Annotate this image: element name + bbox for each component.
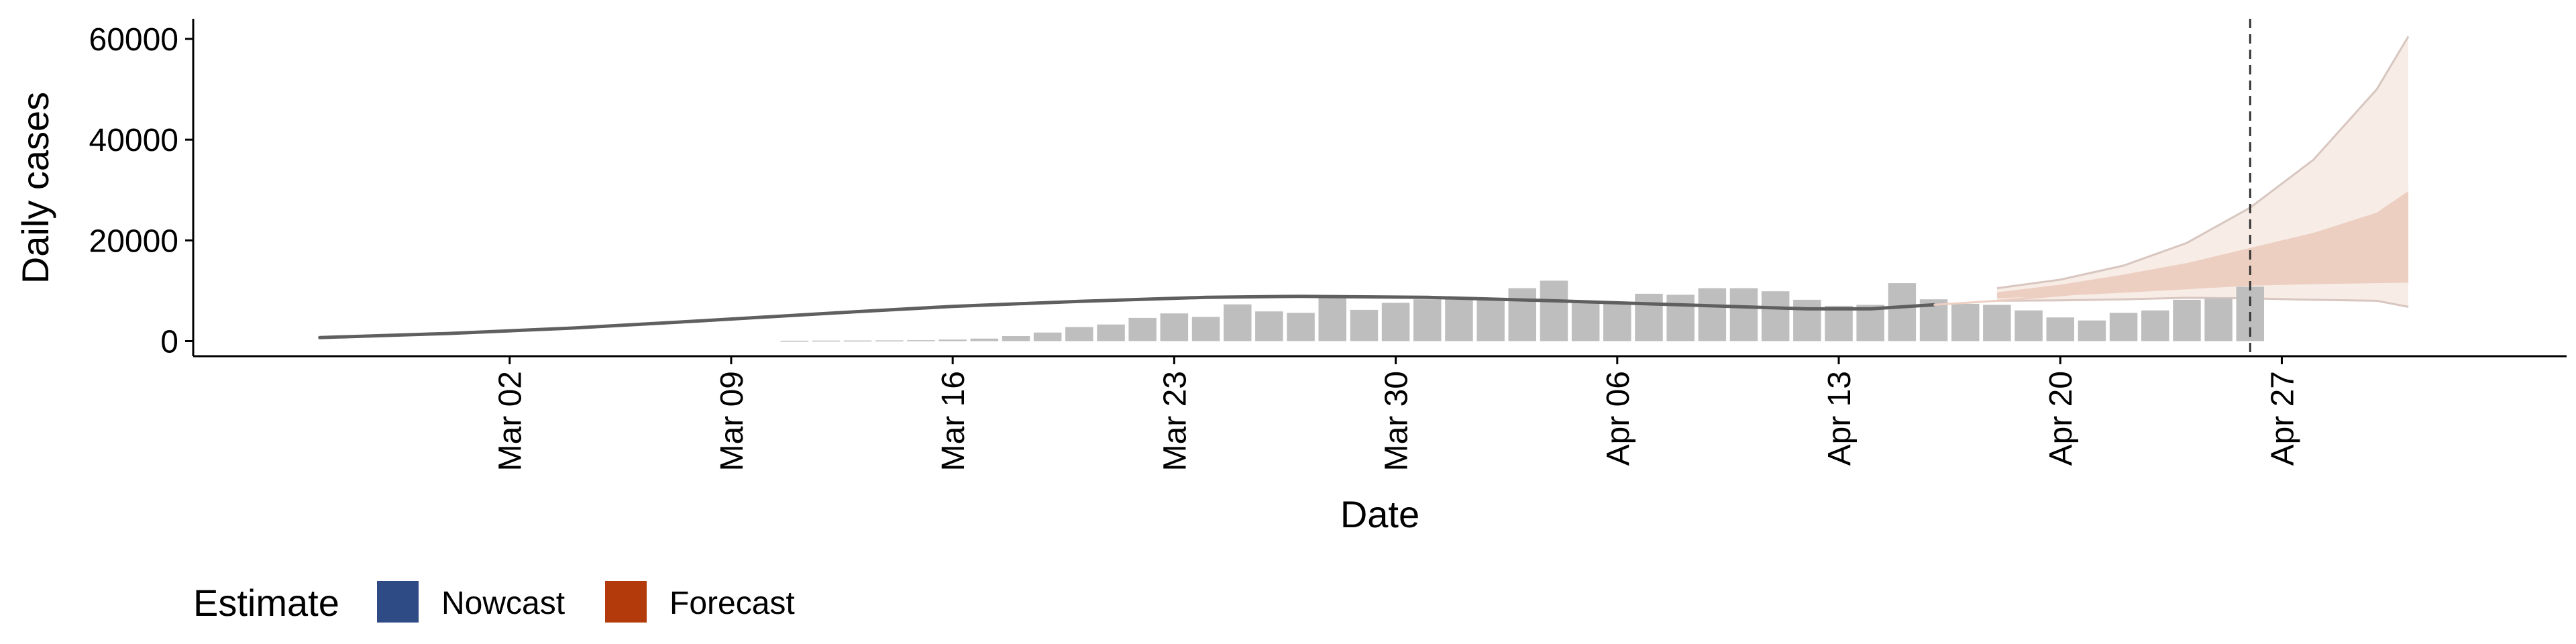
bar-2020-04-10 (1729, 288, 1758, 341)
x-tick-label: Mar 30 (1379, 371, 1415, 471)
forecast-inner-band (1996, 191, 2409, 299)
y-tick-label: 20000 (89, 223, 178, 259)
bar-2020-04-18 (1983, 305, 2011, 341)
y-axis-ticks: 0 20000 40000 60000 (89, 22, 193, 360)
bar-2020-03-25 (1224, 304, 1252, 341)
bar-2020-03-23 (1160, 313, 1189, 341)
bar-2020-03-15 (907, 340, 935, 341)
bar-2020-04-20 (2046, 317, 2074, 341)
bar-2020-04-05 (1571, 301, 1600, 341)
bar-2020-04-02 (1477, 298, 1505, 341)
bar-2020-04-11 (1761, 291, 1790, 341)
bar-2020-04-13 (1825, 305, 1853, 341)
x-axis-ticks: Mar 02 Mar 09 Mar 16 Mar 23 Mar 30 Apr 06 Apr … (493, 356, 2300, 471)
bar-2020-03-12 (812, 340, 841, 342)
bar-2020-03-17 (970, 338, 999, 341)
bar-2020-03-20 (1065, 327, 1093, 341)
bar-2020-04-15 (1888, 283, 1917, 341)
bar-2020-04-08 (1666, 294, 1695, 341)
bar-2020-03-29 (1350, 309, 1379, 341)
bar-2020-03-11 (780, 340, 808, 342)
axes: 0 20000 40000 60000 Mar 02 Mar 09 Mar 16 Mar 2… (14, 19, 2567, 535)
bar-2020-04-25 (2204, 298, 2233, 341)
bar-2020-03-27 (1287, 313, 1315, 341)
bar-2020-03-24 (1191, 317, 1220, 341)
bar-2020-03-16 (938, 339, 967, 341)
legend-swatch-forecast (605, 581, 647, 623)
x-tick-label: Apr 20 (2043, 371, 2079, 466)
bar-2020-04-22 (2109, 313, 2138, 341)
legend-label-nowcast: Nowcast (441, 586, 565, 621)
bar-2020-03-13 (843, 340, 872, 342)
legend-swatch-nowcast (377, 581, 419, 623)
bar-2020-04-14 (1856, 305, 1884, 341)
bar-2020-04-09 (1698, 288, 1727, 341)
x-tick-label: Apr 13 (1822, 371, 1858, 466)
forecast-outer-lower-edge (1996, 297, 2409, 308)
bar-2020-04-01 (1445, 297, 1473, 341)
x-tick-label: Mar 23 (1157, 371, 1193, 471)
x-axis-title: Date (1340, 493, 1419, 535)
forecast-outer-upper-edge (1996, 36, 2410, 290)
y-tick-label: 60000 (89, 22, 178, 58)
x-tick-label: Mar 09 (714, 371, 750, 471)
bar-2020-03-14 (875, 340, 904, 341)
bar-2020-04-03 (1508, 288, 1536, 341)
bar-2020-03-26 (1255, 311, 1283, 341)
bar-2020-04-23 (2141, 310, 2169, 341)
bar-2020-03-22 (1128, 317, 1157, 341)
bar-2020-04-17 (1951, 303, 1980, 341)
legend-label-forecast: Forecast (669, 586, 795, 621)
bar-2020-04-24 (2173, 299, 2201, 341)
bar-2020-04-12 (1793, 299, 1821, 341)
estimate-median-line (318, 294, 1935, 339)
bar-2020-04-21 (2078, 320, 2106, 341)
bar-2020-03-31 (1413, 299, 1442, 341)
bar-2020-04-07 (1635, 293, 1663, 341)
x-tick-label: Mar 16 (936, 371, 971, 471)
legend: Estimate Nowcast Forecast (193, 581, 795, 624)
bar-2020-04-06 (1603, 303, 1631, 341)
forecast-median-line (1933, 252, 2409, 306)
bar-2020-03-19 (1033, 332, 1062, 341)
x-tick-label: Apr 27 (2265, 371, 2300, 466)
bar-2020-03-30 (1381, 303, 1410, 341)
x-tick-label: Apr 06 (1601, 371, 1636, 466)
plot-area (318, 19, 2410, 356)
x-tick-label: Mar 02 (493, 371, 529, 471)
legend-title: Estimate (193, 582, 339, 624)
y-tick-label: 40000 (89, 123, 178, 158)
y-tick-label: 0 (160, 324, 178, 360)
bar-2020-04-19 (2015, 310, 2043, 341)
bar-2020-03-28 (1318, 297, 1346, 341)
bar-2020-04-04 (1540, 280, 1568, 341)
y-axis-title: Daily cases (14, 92, 56, 284)
bar-2020-03-18 (1002, 336, 1030, 341)
bar-2020-03-21 (1097, 324, 1125, 341)
